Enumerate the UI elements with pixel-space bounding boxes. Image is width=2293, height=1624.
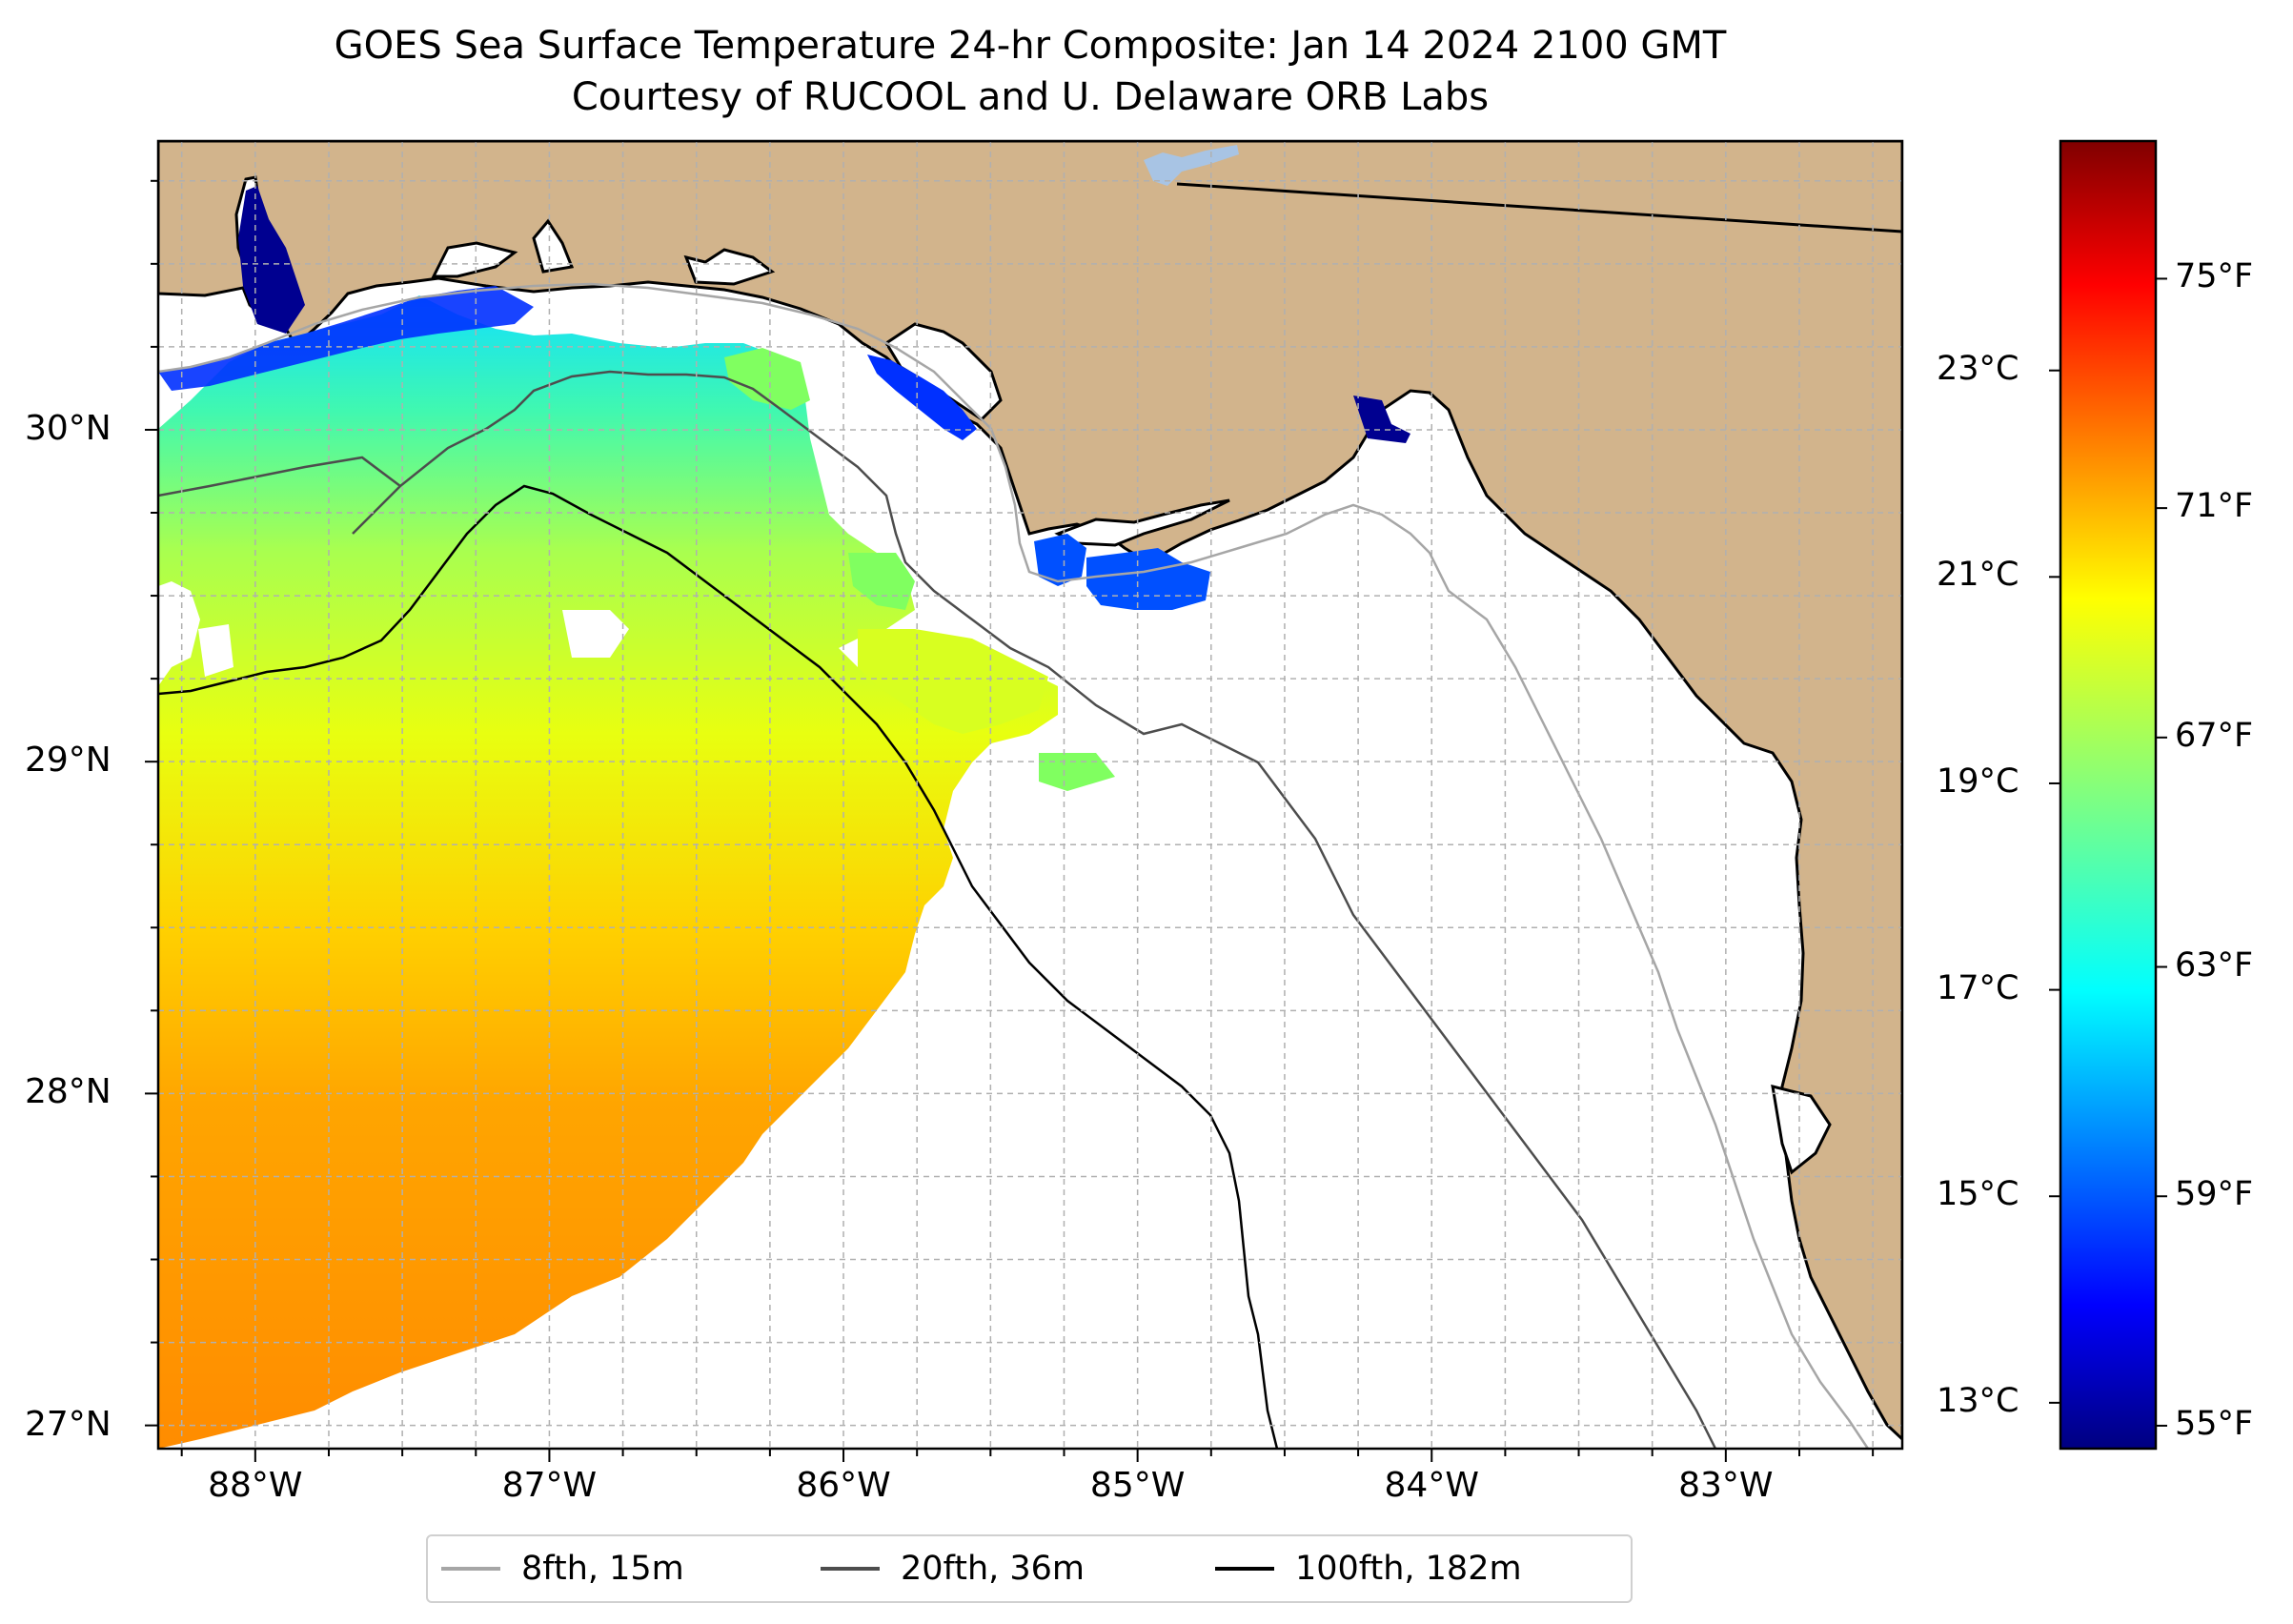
lake-seminole xyxy=(1144,145,1239,186)
sst-patch-east xyxy=(858,629,1048,734)
lat-tick-label: 29°N xyxy=(25,741,112,781)
lon-tick-label: 86°W xyxy=(796,1466,891,1505)
colorbar-ticks xyxy=(2049,277,2167,1427)
lon-tick-label: 88°W xyxy=(208,1466,303,1505)
sst-field xyxy=(158,186,1410,1449)
axis-ticks xyxy=(145,179,1875,1462)
tampa-bay xyxy=(1771,1084,1832,1175)
legend-label: 100fth, 182m xyxy=(1295,1550,1522,1588)
sst-patch-offshore xyxy=(724,348,1115,791)
colorbar xyxy=(2059,139,2158,1451)
colorbar-f-label: 55°F xyxy=(2175,1404,2254,1443)
colorbar-c-label: 17°C xyxy=(1937,968,2019,1007)
depth-legend: 8fth, 15m 20fth, 36m 100fth, 182m xyxy=(426,1534,1633,1603)
lon-tick-label: 87°W xyxy=(501,1466,598,1505)
legend-label: 8fth, 15m xyxy=(521,1550,684,1588)
legend-item: 20fth, 36m xyxy=(821,1536,1085,1601)
sst-cold-nearshore xyxy=(158,286,534,391)
lon-tick-label: 85°W xyxy=(1089,1466,1186,1505)
lon-tick-label: 83°W xyxy=(1678,1466,1774,1505)
legend-swatch xyxy=(441,1567,500,1571)
colorbar-f-label: 67°F xyxy=(2175,716,2254,755)
colorbar-c-label: 19°C xyxy=(1937,761,2019,801)
lat-tick-label: 30°N xyxy=(25,408,112,448)
sst-pensacola xyxy=(867,355,977,440)
sst-offshore xyxy=(158,295,1058,1449)
lat-tick-label: 27°N xyxy=(25,1404,112,1444)
contour-100fth xyxy=(158,484,1279,1449)
legend-swatch xyxy=(821,1567,880,1571)
contour-8fth xyxy=(158,282,1870,1449)
legend-label: 20fth, 36m xyxy=(901,1550,1086,1588)
map-frame xyxy=(156,139,1904,1451)
colorbar-f-label: 71°F xyxy=(2175,487,2254,526)
map-subtitle: Courtesy of RUCOOL and U. Delaware ORB L… xyxy=(571,75,1490,119)
colorbar-c-label: 23°C xyxy=(1937,349,2019,388)
contour-20fth xyxy=(158,370,1717,1449)
pensacola-bay xyxy=(431,218,776,286)
sst-mobile-bay xyxy=(238,186,305,334)
colorbar-f-label: 63°F xyxy=(2175,945,2254,985)
gridlines xyxy=(158,141,1902,1449)
lon-tick-label: 84°W xyxy=(1384,1466,1479,1505)
colorbar-c-label: 21°C xyxy=(1937,556,2019,595)
map-title: GOES Sea Surface Temperature 24-hr Compo… xyxy=(334,24,1727,68)
colorbar-f-label: 75°F xyxy=(2175,257,2254,296)
colorbar-c-label: 13°C xyxy=(1937,1381,2019,1420)
legend-item: 100fth, 182m xyxy=(1215,1536,1522,1601)
lat-tick-label: 28°N xyxy=(25,1072,112,1112)
colorbar-f-label: 59°F xyxy=(2175,1175,2254,1214)
sst-apalachicola xyxy=(1034,534,1210,610)
state-boundary xyxy=(1176,182,1902,233)
legend-item: 8fth, 15m xyxy=(441,1536,684,1601)
sst-cloud-gap xyxy=(158,581,629,686)
land-area xyxy=(158,141,1902,1442)
legend-swatch xyxy=(1215,1567,1274,1571)
sst-big-bend xyxy=(1353,396,1410,443)
colorbar-c-label: 15°C xyxy=(1937,1175,2019,1214)
